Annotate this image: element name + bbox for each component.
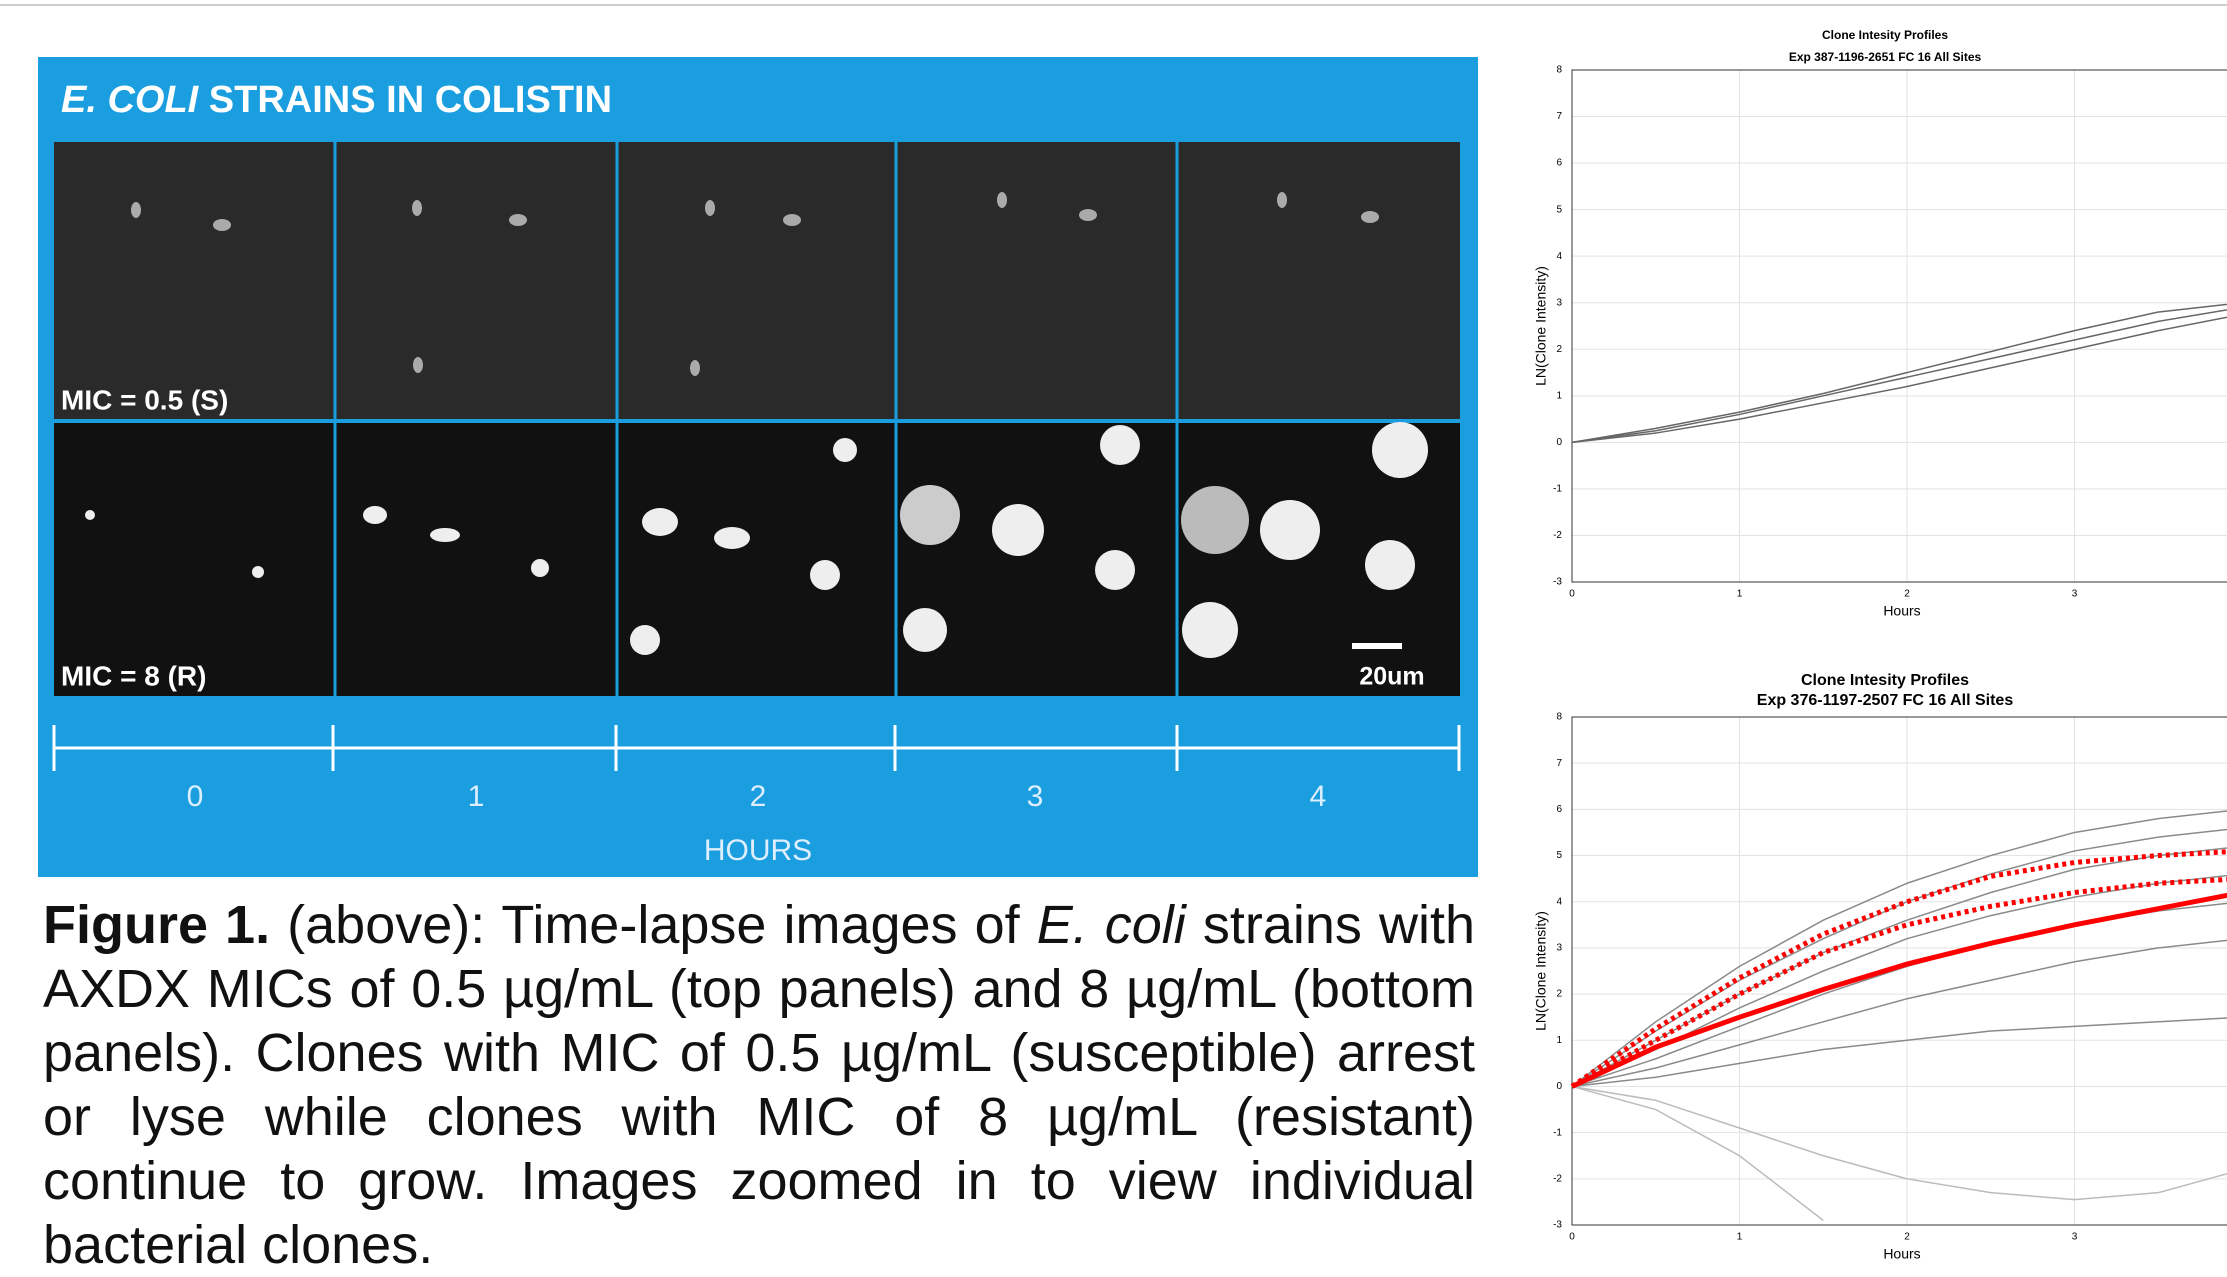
series-line <box>1571 316 2227 444</box>
y-tick-label: 0 <box>1556 1081 1562 1092</box>
chart-title: Clone Intesity Profiles <box>1801 672 1969 689</box>
caption: Figure 1. (above): Time-lapse images of … <box>43 893 1475 1277</box>
figure-title: STRAINS IN COLISTIN <box>209 79 612 121</box>
series-line <box>1571 309 2227 444</box>
axis-label: HOURS <box>704 834 812 867</box>
chart-subtitle: Exp 376-1197-2507 FC 16 All Sites <box>1757 692 2014 709</box>
y-tick-label: 6 <box>1556 158 1562 169</box>
y-tick-label: -3 <box>1553 577 1562 588</box>
y-axis-label: LN(Clone Intensity) <box>1533 911 1549 1031</box>
chart-subtitle: Exp 387-1196-2651 FC 16 All Sites <box>1789 50 1982 64</box>
hour-tick: 1 <box>468 780 485 813</box>
series-line <box>1570 876 2227 1089</box>
y-tick-label: 6 <box>1556 804 1562 815</box>
x-tick-label: 1 <box>1737 1232 1743 1243</box>
series-line <box>1571 828 2227 1088</box>
series-line <box>1570 892 2227 1089</box>
y-tick-label: 2 <box>1556 989 1562 1000</box>
x-tick-label: 2 <box>1904 589 1910 600</box>
y-tick-label: 8 <box>1556 712 1562 723</box>
y-tick-label: -1 <box>1553 1127 1562 1138</box>
figure-title-italic: E. COLI <box>61 79 200 121</box>
y-tick-label: 8 <box>1556 65 1562 76</box>
caption-text: strains with AXDX MICs of 0.5 µg/mL (top… <box>43 895 1475 1275</box>
series-line <box>1571 939 2227 1088</box>
series-line <box>1571 1085 1824 1221</box>
hour-tick: 4 <box>1310 780 1327 813</box>
series-line <box>1571 810 2227 1088</box>
hour-tick: 3 <box>1027 780 1044 813</box>
y-tick-label: -2 <box>1553 1173 1562 1184</box>
plot-frame <box>1571 69 2227 583</box>
y-tick-label: 4 <box>1556 896 1562 907</box>
x-tick-label: 1 <box>1737 589 1743 600</box>
x-tick-label: 2 <box>1904 1232 1910 1243</box>
x-tick-label: 3 <box>2072 589 2078 600</box>
y-tick-label: 0 <box>1556 437 1562 448</box>
y-axis-label: LN(Clone Intensity) <box>1533 266 1549 386</box>
y-tick-label: 1 <box>1556 390 1562 401</box>
x-tick-label: 3 <box>2072 1232 2078 1243</box>
series-line <box>1571 874 2227 1088</box>
y-tick-label: 2 <box>1556 344 1562 355</box>
caption-text: (above): Time-lapse images of <box>270 895 1037 955</box>
chart-title: Clone Intesity Profiles <box>1822 28 1948 42</box>
y-tick-label: -2 <box>1553 530 1562 541</box>
hour-tick: 0 <box>187 780 204 813</box>
y-tick-label: 3 <box>1556 943 1562 954</box>
micrograph-figure: E. COLI STRAINS IN COLISTIN MIC = 0.5 (S… <box>38 57 1478 877</box>
scale-bar-label: 20um <box>1359 663 1424 691</box>
x-axis-label: Hours <box>1883 1246 1920 1259</box>
hour-tick: 2 <box>750 780 767 813</box>
y-tick-label: 7 <box>1556 758 1562 769</box>
y-tick-label: 3 <box>1556 297 1562 308</box>
plot-frame <box>1571 716 2227 1226</box>
x-tick-label: 0 <box>1569 1232 1575 1243</box>
series-line <box>1571 1017 2227 1088</box>
y-tick-label: 7 <box>1556 111 1562 122</box>
y-tick-label: 1 <box>1556 1035 1562 1046</box>
y-tick-label: 5 <box>1556 850 1562 861</box>
series-line <box>1571 303 2227 444</box>
svg-text:E. COLI STRAINS IN COLISTIN: E. COLI STRAINS IN COLISTIN <box>61 79 612 121</box>
y-tick-label: -1 <box>1553 484 1562 495</box>
x-tick-label: 0 <box>1569 589 1575 600</box>
series-line <box>1571 847 2227 1088</box>
species: E. coli <box>1036 895 1186 955</box>
row-label: MIC = 0.5 (S) <box>61 384 228 415</box>
y-tick-label: -3 <box>1553 1220 1562 1231</box>
y-tick-label: 5 <box>1556 204 1562 215</box>
caption-label: Figure 1. <box>43 895 271 955</box>
x-axis-label: Hours <box>1883 603 1920 619</box>
row-label: MIC = 8 (R) <box>61 660 206 691</box>
y-tick-label: 4 <box>1556 251 1562 262</box>
series-line <box>1571 1085 2227 1201</box>
